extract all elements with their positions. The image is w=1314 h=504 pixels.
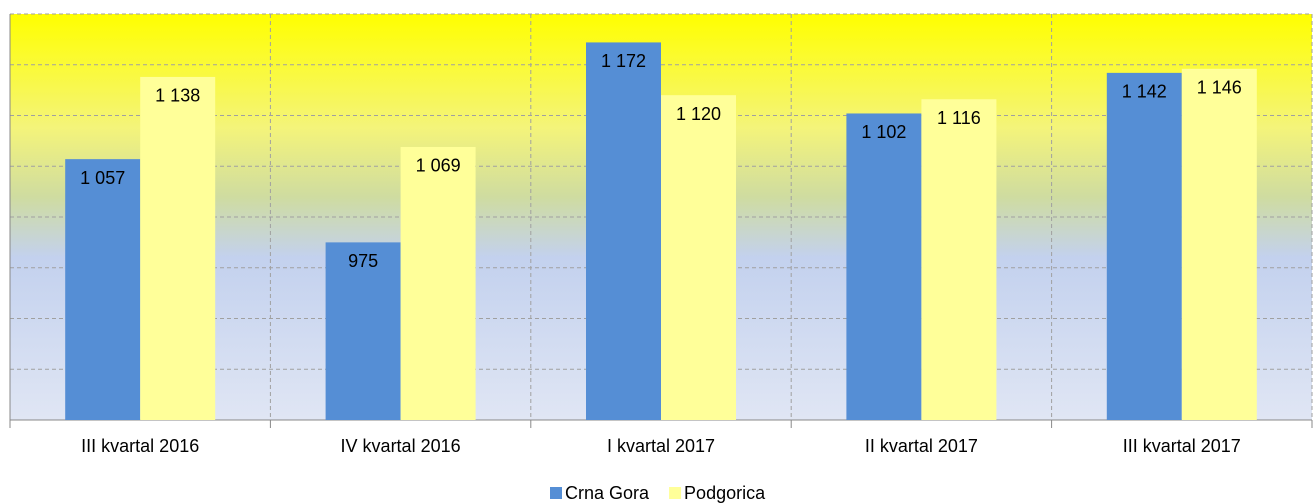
value-label: 1 146 [1197,78,1242,98]
legend-label: Podgorica [684,483,766,503]
bar [140,76,216,421]
bar [400,146,476,420]
bar [65,159,141,420]
value-label: 1 057 [80,168,125,188]
bar [586,42,661,421]
value-label: 1 138 [155,86,200,106]
bar [921,99,997,420]
value-label: 1 172 [601,51,646,71]
bar [325,242,401,420]
legend-swatch [669,487,682,499]
bar [846,113,922,420]
x-tick-label: IV kvartal 2016 [341,436,461,456]
legend-swatch [550,487,562,499]
x-tick-label: III kvartal 2017 [1123,436,1241,456]
x-tick-label: I kvartal 2017 [607,436,715,456]
bar [1181,68,1257,420]
bar [661,95,736,420]
bar [1106,72,1182,421]
value-label: 1 116 [937,108,981,128]
value-label: 1 142 [1122,82,1167,102]
value-label: 1 069 [416,156,461,176]
value-label: 975 [348,251,378,271]
value-label: 1 120 [676,104,721,124]
value-label: 1 102 [861,122,906,142]
x-tick-label: III kvartal 2016 [81,436,199,456]
legend-label: Crna Gora [565,483,650,503]
x-tick-label: II kvartal 2017 [865,436,978,456]
